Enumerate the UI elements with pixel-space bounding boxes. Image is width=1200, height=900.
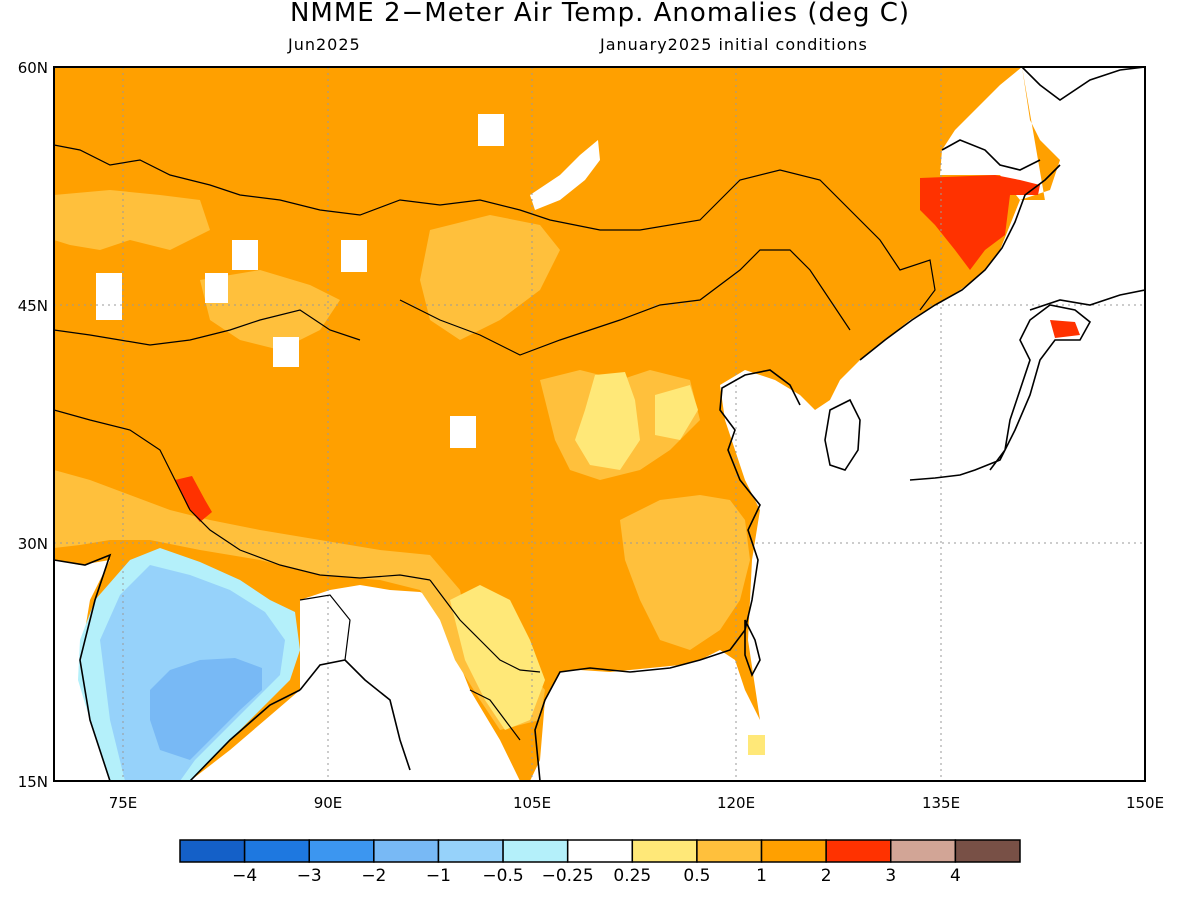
lat-label-60n: 60N — [18, 59, 48, 77]
lon-label-150e: 150E — [1126, 794, 1164, 812]
colorbar-label-1: −3 — [297, 866, 322, 886]
field-band-2-3-hokkaido — [1050, 320, 1080, 338]
map-frame — [53, 66, 1146, 782]
latitude-labels: 60N 45N 30N 15N — [18, 59, 48, 791]
colorbar-label-0: −4 — [232, 866, 257, 886]
field-band-1-2-cool — [150, 658, 262, 760]
colorbar-swatch-5 — [502, 839, 569, 863]
colorbar-label-7: 0.5 — [683, 866, 710, 886]
field-band-025-05-taiwan — [748, 735, 765, 755]
field-band-025-05-loess — [655, 385, 698, 440]
lake-balkhash — [205, 273, 228, 303]
colorbar-label-5: −0.25 — [542, 866, 594, 886]
field-band-2-3-kashmir — [175, 476, 212, 522]
colorbar-swatch-3 — [373, 839, 440, 863]
colorbar-swatch-6 — [566, 839, 634, 863]
field-band-05-1-west — [54, 190, 210, 250]
lake-aral — [96, 273, 122, 320]
colorbar-label-6: 0.25 — [613, 866, 651, 886]
lon-label-90e: 90E — [314, 794, 343, 812]
ocean-white-indian — [54, 560, 110, 781]
lake-baikal — [530, 140, 600, 210]
colorbar-swatch-7 — [631, 839, 698, 863]
forecast-month: Jun2025 — [288, 35, 361, 54]
colorbar-swatch-2 — [308, 839, 375, 863]
ocean-white-bay-of-bengal — [190, 585, 520, 781]
lon-label-75e: 75E — [109, 794, 138, 812]
anomaly-field — [54, 67, 1145, 781]
borders — [54, 144, 936, 741]
lat-label-15n: 15N — [18, 773, 48, 791]
coastlines — [54, 67, 1145, 781]
colorbar-swatch-1 — [243, 839, 310, 863]
initial-conditions: January2025 initial conditions — [600, 35, 868, 54]
lake-alakol — [232, 240, 258, 270]
colorbar-swatch-4 — [437, 839, 504, 863]
colorbar-label-3: −1 — [426, 866, 451, 886]
colorbar-swatch-9 — [760, 839, 827, 863]
lat-label-45n: 45N — [18, 297, 48, 315]
lake-qinghai — [450, 416, 476, 448]
field-band-025-05-central — [575, 372, 640, 470]
longitude-labels: 75E 90E 105E 120E 135E 150E — [109, 794, 1164, 812]
lon-label-135e: 135E — [922, 794, 960, 812]
lat-label-30n: 30N — [18, 535, 48, 553]
field-band-05-1-kazakh — [200, 270, 340, 350]
field-band-05-1-south — [54, 470, 545, 730]
gridlines — [54, 67, 1145, 781]
colorbar-swatch-11 — [890, 839, 957, 863]
lon-label-120e: 120E — [717, 794, 755, 812]
field-band-05-1-east-china — [620, 495, 750, 650]
colorbar-swatch-10 — [825, 839, 892, 863]
field-band-05-1-mongolia — [420, 215, 560, 340]
ocean-white-pacific — [530, 67, 1145, 781]
colorbar-swatch-0 — [179, 839, 246, 863]
field-band-2-3-okhotsk — [920, 175, 1040, 270]
map-title: NMME 2−Meter Air Temp. Anomalies (deg C) — [289, 0, 911, 28]
colorbar-swatch-8 — [696, 839, 763, 863]
lake-uvs — [341, 240, 367, 272]
lake-khovsgol-n — [478, 114, 504, 146]
colorbar-label-8: 1 — [756, 866, 767, 886]
lake-issyk-kul — [273, 337, 299, 367]
colorbar-label-11: 4 — [950, 866, 961, 886]
colorbar-label-2: −2 — [361, 866, 386, 886]
colorbar-label-4: −0.5 — [482, 866, 523, 886]
colorbar-label-9: 2 — [821, 866, 832, 886]
lon-label-105e: 105E — [513, 794, 551, 812]
colorbar-swatch-12 — [954, 839, 1021, 863]
colorbar: −4 −3 −2 −1 −0.5 −0.25 0.25 0.5 1 2 3 4 — [179, 839, 1021, 886]
colorbar-label-10: 3 — [885, 866, 896, 886]
